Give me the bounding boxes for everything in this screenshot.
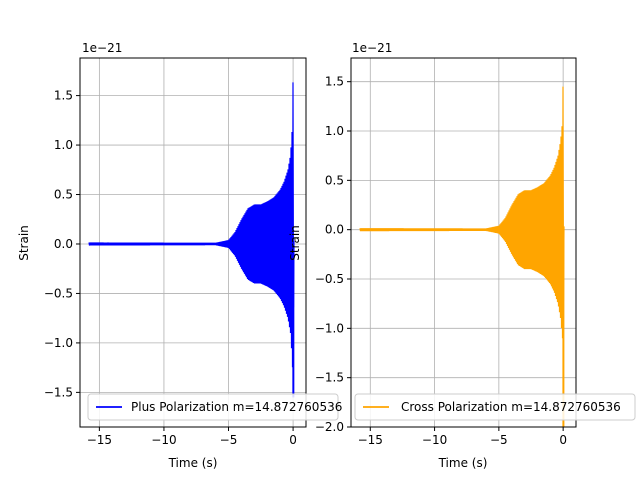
y-tick-label: 1.0 (54, 138, 73, 152)
x-tick-label: 0 (559, 433, 567, 447)
cross-trace (359, 86, 565, 427)
cross-xlabel: Time (s) (438, 456, 488, 470)
cross-legend-box (354, 393, 636, 421)
plus-polarization-plot: −15 −10 −5 0−1.5−1.0−0.50.00.51.01.5 1e−21 … (17, 41, 342, 470)
y-tick-label: −1.5 (315, 371, 344, 385)
x-tick-label: −15 (358, 433, 383, 447)
y-tick-label: −0.5 (315, 272, 344, 286)
y-tick-label: −0.5 (44, 286, 73, 300)
y-tick-label: −1.5 (44, 385, 73, 399)
x-tick-label: −10 (422, 433, 447, 447)
plus-offset-text: 1e−21 (82, 41, 122, 55)
plus-xlabel: Time (s) (168, 456, 218, 470)
waveform-line (359, 86, 565, 339)
plus-axes-frame (79, 57, 307, 428)
x-tick-label: −10 (151, 433, 176, 447)
waveform-line (88, 82, 295, 368)
plus-ticks: −15 −10 −5 0 −1.5 −1.0 −0.5 0.0 0.5 1.0 1.5 (44, 89, 297, 447)
cross-legend: Cross Polarization m=14.872760536 (354, 393, 636, 421)
cross-polarization-plot: −15 −10 −5 0 −2.0 −1.5 −1.0 −0.5 0.0 0.5 1.0 1.5 1e… (288, 41, 636, 470)
y-tick-label: 1.5 (325, 75, 344, 89)
cross-offset-text: 1e−21 (352, 41, 392, 55)
x-tick-label: −5 (220, 433, 238, 447)
x-tick-label: −5 (490, 433, 508, 447)
cross-axes-frame (350, 57, 577, 428)
y-tick-label: 1.0 (325, 124, 344, 138)
x-tick-label: 0 (289, 433, 297, 447)
y-tick-label: −1.0 (315, 321, 344, 335)
y-tick-label: 0.5 (54, 188, 73, 202)
x-tick-label: −15 (87, 433, 112, 447)
plus-legend-label: Plus Polarization m=14.872760536 (131, 400, 342, 414)
cross-ylabel: Strain (288, 225, 302, 261)
cross-ticks: −15 −10 −5 0 −2.0 −1.5 −1.0 −0.5 0.0 0.5 1.0 1.5 (315, 75, 567, 447)
plus-legend-box (87, 393, 339, 421)
y-tick-label: 0.5 (325, 173, 344, 187)
y-tick-label: 0.0 (325, 223, 344, 237)
cross-legend-label: Cross Polarization m=14.872760536 (401, 400, 621, 414)
y-tick-label: −1.0 (44, 336, 73, 350)
plus-ylabel: Strain (17, 225, 31, 261)
y-tick-label: −2.0 (315, 420, 344, 434)
y-tick-label: 0.0 (54, 237, 73, 251)
plus-legend: Plus Polarization m=14.872760536 (87, 393, 342, 421)
plus-trace (88, 82, 295, 398)
y-tick-label: 1.5 (54, 89, 73, 103)
